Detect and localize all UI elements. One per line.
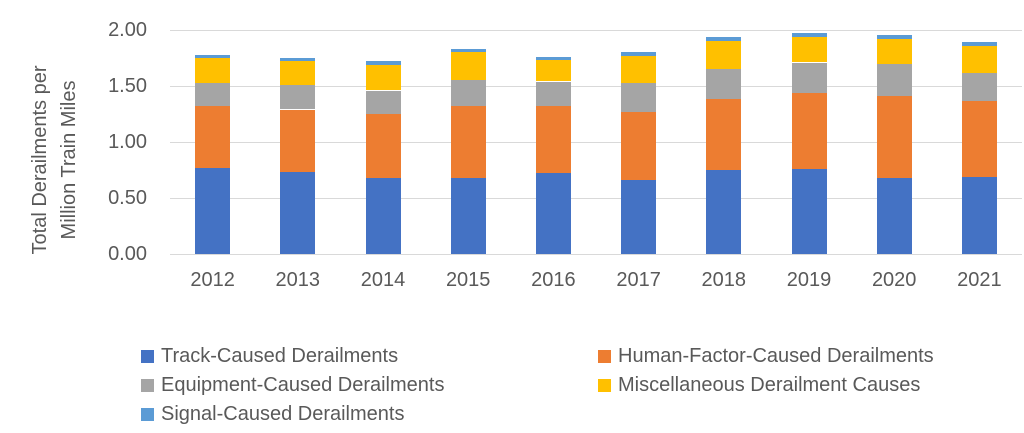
legend-label: Track-Caused Derailments (161, 344, 399, 367)
bar-segment-2012-track-caused (195, 167, 231, 254)
legend-item-human-factor-caused-derailments: Human-Factor-Caused Derailments (598, 345, 934, 367)
bar-segment-2016-human-factor-caused (535, 106, 571, 174)
gridline-1.50 (170, 86, 1022, 87)
bar-segment-2012-signal-caused (195, 54, 231, 58)
bar-segment-2012-human-factor-caused (195, 106, 231, 168)
legend-item-track-caused-derailments: Track-Caused Derailments (141, 345, 398, 367)
bar-segment-2014-signal-caused (365, 61, 401, 65)
bar-segment-2020-miscellaneous (876, 39, 912, 64)
bar-segment-2019-human-factor-caused (791, 92, 827, 169)
bar-segment-2021-human-factor-caused (961, 100, 997, 177)
bar-segment-2014-miscellaneous (365, 64, 401, 91)
bar-segment-2020-human-factor-caused (876, 96, 912, 178)
legend-swatch-icon (141, 378, 154, 392)
bar-segment-2015-signal-caused (450, 49, 486, 53)
bar-segment-2019-equipment-caused (791, 62, 827, 93)
legend-item-miscellaneous-derailment-causes: Miscellaneous Derailment Causes (598, 374, 920, 396)
y-tick-label-0.00: 0.00 (108, 243, 147, 265)
bar-segment-2015-equipment-caused (450, 80, 486, 107)
gridline-1.00 (170, 142, 1022, 143)
x-tick-label-2015: 2015 (445, 269, 491, 291)
legend-item-equipment-caused-derailments: Equipment-Caused Derailments (141, 374, 444, 396)
legend-label: Signal-Caused Derailments (161, 402, 405, 425)
x-tick-label-2014: 2014 (360, 269, 406, 291)
bar-segment-2020-equipment-caused (876, 63, 912, 97)
x-tick-label-2020: 2020 (871, 269, 917, 291)
bar-segment-2015-human-factor-caused (450, 106, 486, 178)
x-tick-label-2019: 2019 (786, 269, 832, 291)
bar-segment-2017-human-factor-caused (621, 111, 657, 181)
plot-area (170, 30, 1022, 255)
x-tick-label-2013: 2013 (275, 269, 321, 291)
x-tick-label-2018: 2018 (701, 269, 747, 291)
bar-segment-2021-miscellaneous (961, 45, 997, 73)
bar-segment-2013-signal-caused (280, 58, 316, 62)
bar-segment-2021-signal-caused (961, 42, 997, 46)
x-tick-label-2017: 2017 (616, 269, 661, 291)
bar-segment-2018-equipment-caused (706, 69, 742, 100)
legend-label: Equipment-Caused Derailments (161, 373, 445, 396)
y-tick-label-1.50: 1.50 (108, 75, 147, 97)
bar-segment-2012-equipment-caused (195, 82, 231, 107)
bar-segment-2016-track-caused (535, 173, 571, 254)
legend-swatch-icon (598, 378, 611, 392)
bar-segment-2015-track-caused (450, 177, 486, 254)
x-tick-label-2012: 2012 (190, 269, 235, 291)
bar-segment-2017-equipment-caused (621, 82, 657, 112)
gridline-0.50 (170, 198, 1022, 199)
y-tick-label-0.50: 0.50 (108, 187, 147, 209)
bar-segment-2021-track-caused (961, 176, 997, 254)
gridline-0.00 (170, 254, 1022, 255)
bar-segment-2015-miscellaneous (450, 52, 486, 81)
bar-segment-2017-track-caused (621, 180, 657, 254)
bar-segment-2020-track-caused (876, 177, 912, 254)
x-tick-label-2021: 2021 (957, 269, 1002, 291)
y-tick-label-2.00: 2.00 (108, 19, 147, 41)
bar-segment-2016-signal-caused (535, 56, 571, 61)
gridline-2.00 (170, 30, 1022, 31)
bar-segment-2019-signal-caused (791, 33, 827, 37)
legend-swatch-icon (141, 407, 154, 421)
bar-segment-2014-human-factor-caused (365, 114, 401, 178)
bar-segment-2016-equipment-caused (535, 81, 571, 107)
bar-segment-2013-miscellaneous (280, 61, 316, 85)
legend-label: Human-Factor-Caused Derailments (618, 344, 934, 367)
bar-segment-2021-equipment-caused (961, 72, 997, 101)
x-tick-label-2016: 2016 (531, 269, 576, 291)
legend-swatch-icon (141, 349, 154, 363)
bar-segment-2012-miscellaneous (195, 58, 231, 83)
bar-segment-2013-track-caused (280, 172, 316, 254)
bar-segment-2014-equipment-caused (365, 90, 401, 114)
bar-segment-2017-signal-caused (621, 52, 657, 56)
bar-segment-2014-track-caused (365, 177, 401, 254)
bar-segment-2013-equipment-caused (280, 84, 316, 110)
bar-segment-2019-track-caused (791, 168, 827, 254)
bar-segment-2019-miscellaneous (791, 36, 827, 63)
bar-segment-2016-miscellaneous (535, 60, 571, 82)
bar-segment-2018-track-caused (706, 170, 742, 254)
legend-label: Miscellaneous Derailment Causes (618, 373, 921, 396)
bar-segment-2013-human-factor-caused (280, 109, 316, 173)
bar-segment-2018-human-factor-caused (706, 99, 742, 170)
legend-swatch-icon (598, 349, 611, 363)
legend-item-signal-caused-derailments: Signal-Caused Derailments (141, 403, 404, 425)
bar-segment-2018-signal-caused (706, 36, 742, 42)
bar-segment-2017-miscellaneous (621, 55, 657, 83)
bar-segment-2018-miscellaneous (706, 41, 742, 70)
bar-segment-2020-signal-caused (876, 34, 912, 39)
y-tick-label-1.00: 1.00 (108, 131, 147, 153)
